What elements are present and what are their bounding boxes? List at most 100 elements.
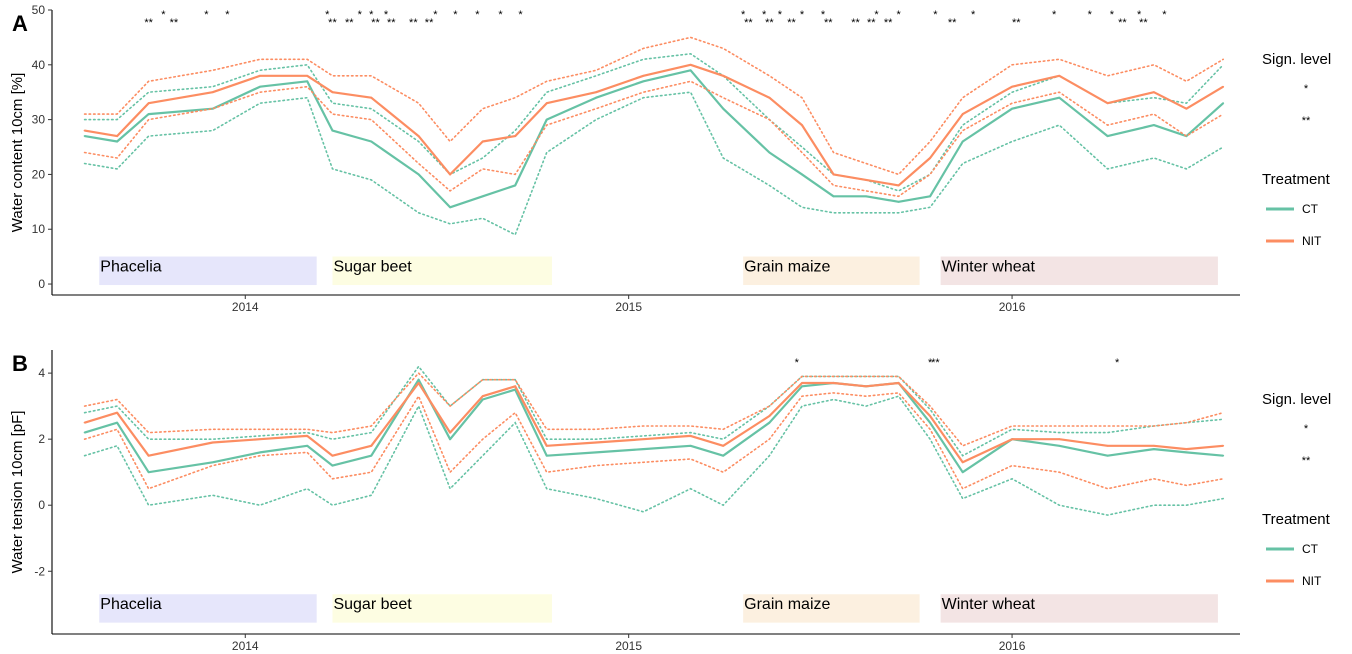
- data-point: [1222, 444, 1225, 447]
- data-point: [897, 184, 900, 187]
- data-point: [897, 200, 900, 203]
- significance-marker: **: [948, 17, 957, 29]
- y-tick-label: 20: [32, 167, 46, 181]
- series-line: [84, 69, 1224, 209]
- x-tick-label: 2015: [615, 639, 642, 653]
- significance-marker: **: [884, 17, 893, 29]
- significance-marker: *: [821, 9, 826, 21]
- data-point: [545, 454, 548, 457]
- data-point: [689, 69, 692, 72]
- significance-marker: *: [1162, 9, 1167, 21]
- legend-treatment-label: CT: [1302, 542, 1319, 556]
- data-point: [595, 91, 598, 94]
- data-point: [306, 434, 309, 437]
- x-tick-label: 2016: [999, 300, 1026, 314]
- data-point: [832, 195, 835, 198]
- panel-letter: A: [12, 11, 28, 36]
- significance-marker: *: [1052, 9, 1057, 21]
- data-point: [259, 85, 261, 88]
- crop-band: [99, 256, 317, 286]
- data-point: [801, 382, 803, 384]
- data-point: [306, 444, 309, 447]
- data-point: [211, 461, 214, 464]
- significance-marker: *: [928, 357, 933, 369]
- crop-band: [743, 594, 920, 623]
- data-point: [147, 454, 150, 457]
- data-point: [722, 107, 725, 110]
- data-point: [1058, 96, 1061, 99]
- significance-marker: *: [874, 9, 879, 21]
- significance-marker: **: [787, 17, 796, 29]
- data-point: [722, 74, 725, 77]
- data-point: [595, 451, 598, 454]
- series-upper-bound: [83, 52, 1224, 192]
- panel-b: Phacelia Sugar beet Grain maize Winter whea…: [9, 350, 1240, 653]
- data-point: [1011, 107, 1013, 110]
- data-point: [768, 415, 771, 417]
- legend-treatment-label: NIT: [1302, 234, 1322, 248]
- legend-sign-item: *: [1304, 83, 1309, 95]
- significance-marker: *: [358, 9, 363, 21]
- y-tick-label: 4: [38, 366, 45, 380]
- significance-marker: **: [851, 17, 860, 29]
- legend-treatment-label: CT: [1302, 202, 1319, 216]
- data-point: [642, 438, 645, 441]
- data-point: [689, 444, 692, 447]
- data-point: [1106, 444, 1109, 447]
- data-point: [1222, 454, 1225, 457]
- data-point: [801, 385, 803, 388]
- data-point: [1011, 85, 1013, 88]
- data-point: [1106, 135, 1109, 137]
- data-point: [370, 454, 373, 457]
- significance-marker: *: [1088, 9, 1093, 21]
- data-point: [370, 96, 373, 99]
- y-tick-label: 30: [32, 113, 46, 127]
- data-point: [929, 157, 932, 159]
- data-point: [768, 96, 771, 99]
- x-tick-label: 2016: [999, 639, 1026, 653]
- data-point: [147, 113, 150, 116]
- legend-sign-title: Sign. level: [1262, 391, 1331, 408]
- crop-label: Phacelia: [100, 596, 161, 613]
- legend-sign-item: **: [1302, 455, 1311, 467]
- series-upper-bound: [83, 371, 1224, 447]
- significance-marker: *: [518, 9, 523, 21]
- data-point: [259, 74, 261, 77]
- data-point: [514, 184, 517, 187]
- data-point: [147, 102, 150, 105]
- data-point: [722, 454, 725, 457]
- data-point: [642, 74, 645, 77]
- crop-label: Winter wheat: [942, 596, 1036, 613]
- x-tick-label: 2014: [232, 300, 259, 314]
- panel-a: Phacelia Sugar beet Grain maize Winter whea…: [9, 3, 1240, 314]
- data-point: [514, 135, 517, 137]
- data-point: [1222, 85, 1225, 88]
- legend-sign-title: Sign. level: [1262, 51, 1331, 68]
- significance-marker: *: [204, 9, 209, 21]
- data-point: [865, 179, 867, 181]
- significance-marker: **: [1118, 17, 1127, 29]
- data-point: [83, 421, 86, 424]
- significance-marker: *: [778, 9, 783, 21]
- data-point: [481, 398, 484, 401]
- data-point: [1011, 438, 1013, 441]
- significance-marker: **: [144, 17, 153, 29]
- data-point: [116, 140, 119, 143]
- series-line: [84, 63, 1224, 187]
- data-point: [449, 438, 452, 441]
- series-lower-bound: [83, 91, 1224, 236]
- data-point: [865, 195, 867, 198]
- significance-marker: **: [328, 17, 337, 29]
- significance-marker: *: [795, 357, 800, 369]
- significance-marker: *: [800, 9, 805, 21]
- data-point: [211, 441, 214, 444]
- crop-band: [940, 594, 1218, 623]
- significance-marker: *: [369, 9, 374, 21]
- data-point: [417, 135, 420, 137]
- series-lower-bound: [83, 392, 1224, 490]
- data-point: [331, 91, 334, 94]
- legend-sign-item: *: [1304, 423, 1309, 435]
